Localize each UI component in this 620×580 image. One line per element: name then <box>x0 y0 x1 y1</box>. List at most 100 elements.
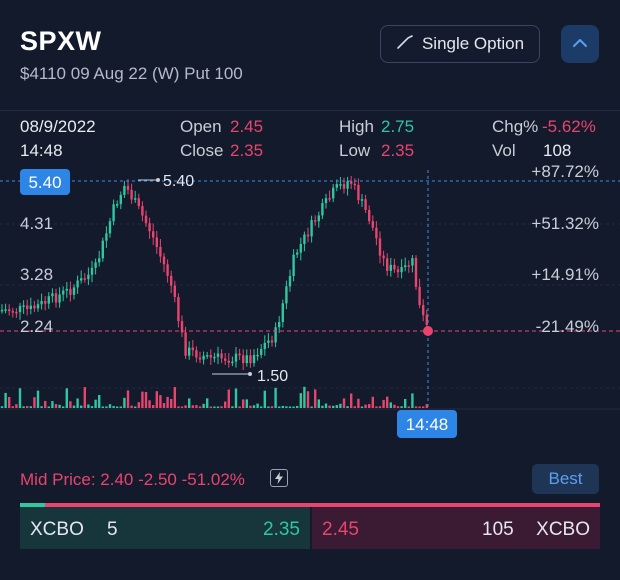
candle-body <box>76 280 79 288</box>
volume-bar <box>411 393 414 408</box>
candle-body <box>83 278 86 280</box>
contract-description: $4110 09 Aug 22 (W) Put 100 <box>20 64 243 83</box>
volume-bar <box>224 401 227 408</box>
volume-bar <box>306 391 310 408</box>
candle-body <box>130 189 133 200</box>
candle-body <box>44 301 47 304</box>
volume-bar <box>274 387 277 408</box>
open-label: Open <box>180 117 222 136</box>
candle-body <box>263 342 266 350</box>
candle-body <box>396 269 400 273</box>
volume-bar <box>33 397 36 408</box>
mid-price-row: Mid Price: 2.40 -2.50 -51.02% Best <box>0 462 620 496</box>
ask-price: 2.45 <box>322 519 359 540</box>
volume-bar <box>220 406 223 408</box>
volume-bar <box>414 406 418 408</box>
candle-body <box>292 254 295 277</box>
volume-bar <box>69 401 72 408</box>
candle-body <box>69 288 72 295</box>
ask-ratio-bar <box>45 503 600 507</box>
candle-body <box>162 256 166 265</box>
volume-bar <box>29 406 32 408</box>
best-button[interactable]: Best <box>532 464 599 494</box>
candle-body <box>425 315 428 325</box>
volume-bar <box>108 404 112 408</box>
candle-body <box>360 199 364 201</box>
candle-body <box>382 255 385 259</box>
pct-tick-label: +87.72% <box>531 162 599 181</box>
candle-body <box>404 265 407 268</box>
volume-bar <box>0 406 4 408</box>
candle-body <box>112 204 115 222</box>
candle-body <box>51 293 54 297</box>
high-label: High <box>339 117 374 136</box>
crosshair-price-label: 5.40 <box>28 173 61 192</box>
volume-bar <box>11 406 14 408</box>
candle-body <box>418 286 421 306</box>
volume-bar <box>144 391 148 408</box>
candle-body <box>116 204 119 206</box>
candle-body <box>393 264 396 270</box>
candle-body <box>314 220 317 222</box>
ask-side[interactable]: 2.45 105 XCBO <box>312 507 600 549</box>
candle-body <box>321 203 324 216</box>
volume-bar <box>177 406 180 408</box>
volume-bar <box>134 406 137 408</box>
candle-body <box>281 303 284 322</box>
lightning-icon[interactable] <box>270 469 288 487</box>
candle-body <box>335 184 338 188</box>
single-option-label: Single Option <box>421 34 525 53</box>
candle-body <box>238 353 241 356</box>
volume-bar <box>62 406 65 408</box>
bid-side[interactable]: XCBO 5 2.35 <box>20 507 310 549</box>
volume-bar <box>378 406 382 408</box>
volume-bar <box>339 403 342 408</box>
y-tick-label: 4.31 <box>20 214 53 233</box>
ask-size: 105 <box>482 519 514 540</box>
candle-body <box>332 187 335 199</box>
candle-body <box>368 209 371 222</box>
candle-body <box>245 355 248 364</box>
volume-bar <box>357 398 360 408</box>
volume-bar <box>4 392 7 408</box>
collapse-button[interactable] <box>561 25 599 63</box>
candle-body <box>407 265 410 267</box>
low-marker-dot <box>248 372 252 376</box>
volume-bar <box>191 405 194 408</box>
volume-bar <box>137 402 140 408</box>
volume-bar <box>206 398 209 408</box>
price-chart[interactable]: 5.40 1.50 4.31 3.28 2.24 +87.72% +51.32%… <box>0 160 620 450</box>
single-option-button[interactable]: Single Option <box>380 25 540 63</box>
volume-bar <box>148 400 151 408</box>
candle-body <box>170 275 173 286</box>
volume-bar <box>51 401 54 408</box>
volume-bar <box>202 403 205 408</box>
volume-bar <box>159 395 162 408</box>
low-label: Low <box>339 141 371 160</box>
candle-body <box>386 258 389 271</box>
candle-body <box>180 321 184 333</box>
high-value: 2.75 <box>381 117 415 136</box>
candle-body <box>231 361 234 364</box>
volume-bar <box>317 399 320 408</box>
candle-body <box>274 327 277 343</box>
ohlc-stats: 08/9/2022 14:48 Open 2.45 Close 2.35 Hig… <box>0 114 620 164</box>
crosshair-time-tag <box>397 410 457 438</box>
candle-body <box>177 297 180 322</box>
volume-bar <box>170 398 173 408</box>
volume-bar <box>346 406 349 408</box>
volume-bar <box>231 406 234 408</box>
volume-bar <box>281 405 284 408</box>
volume-bar <box>270 406 274 408</box>
y-tick-label: 3.28 <box>20 265 53 284</box>
volume-bar <box>227 389 230 408</box>
candle-body <box>256 354 259 357</box>
volume-bar <box>180 406 184 408</box>
volume-bar <box>288 406 292 408</box>
candle-body <box>54 293 58 303</box>
volume-bar <box>303 386 306 408</box>
candle-body <box>141 206 144 216</box>
candle-body <box>40 301 43 305</box>
candle-body <box>144 215 148 224</box>
pct-tick-label: -21.49% <box>536 317 599 336</box>
